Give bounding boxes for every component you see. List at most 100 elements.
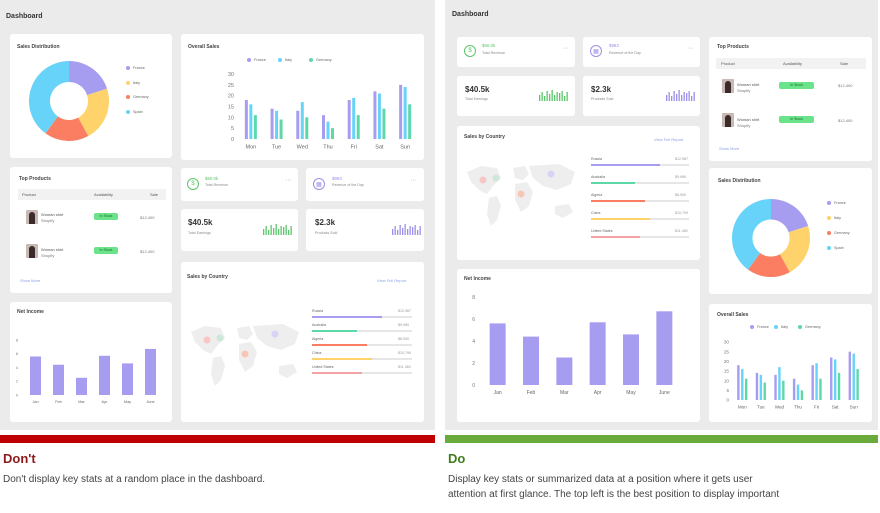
spark-bar [402, 228, 404, 235]
bar [737, 365, 740, 400]
more-icon[interactable]: ··· [285, 177, 292, 184]
country-bar-fill [312, 372, 362, 374]
stat-label: Products Sold [315, 231, 338, 235]
bar [356, 115, 360, 139]
stat-label: Products Sold [591, 97, 614, 101]
bar [819, 378, 822, 400]
col-availability: Availability [94, 192, 113, 197]
sale-value: $12,400 [838, 83, 853, 88]
legend-dot [827, 231, 831, 235]
sparkline-bars [666, 90, 695, 101]
do-dashboard-panel: Dashboard $ $60.0k Total Revenue ··· ▦ $… [445, 0, 878, 430]
product-name: Woman shirt [41, 247, 64, 252]
x-tick-label: Fri [351, 145, 357, 151]
x-tick-label: Jan [494, 390, 502, 396]
product-sub: Shopify [41, 218, 55, 223]
spark-bar [556, 92, 558, 101]
spark-bar [539, 95, 541, 101]
col-product: Product [22, 192, 36, 197]
dashboard-title: Dashboard [6, 13, 43, 20]
card-title: Sales Distribution [718, 178, 761, 184]
bar [833, 359, 837, 400]
spark-bar [280, 226, 282, 235]
bar [347, 100, 351, 139]
legend-item: Italy [126, 80, 140, 85]
country-value: $9,989 [675, 175, 686, 179]
country-value: $9,989 [398, 323, 409, 327]
legend-item: France [247, 58, 266, 62]
legend-dot [827, 201, 831, 205]
sales-donut-chart [28, 61, 109, 141]
do-bar [445, 435, 878, 443]
show-more-link[interactable]: Show More [719, 146, 740, 151]
legend-label: Germany [316, 58, 332, 62]
x-tick-label: Feb [527, 390, 536, 396]
sales-distribution-card: Sales Distribution France Italy Germany Spa… [10, 34, 172, 158]
bar [53, 364, 64, 395]
bar [837, 372, 841, 400]
show-more-link[interactable]: Show More [20, 278, 41, 283]
spark-bar [688, 91, 690, 101]
legend-dot [278, 58, 282, 62]
spark-bar [275, 224, 277, 235]
more-icon[interactable]: ··· [687, 45, 694, 52]
spark-bar [566, 92, 568, 101]
sale-value: $12,400 [140, 215, 155, 220]
revenue-day-card: ▦ $983 Revenue of the Day ··· [583, 37, 700, 67]
product-image [26, 210, 38, 224]
product-name: Woman shirt [737, 117, 760, 122]
country-bar-fill [591, 218, 650, 220]
bar [792, 378, 796, 400]
more-icon[interactable]: ··· [410, 177, 417, 184]
bar [759, 374, 763, 400]
spark-bar [564, 96, 566, 101]
y-tick-label: 0 [726, 398, 729, 403]
table-header: Product Availability Sale [716, 58, 866, 69]
bar [279, 119, 283, 139]
map-region [487, 196, 501, 226]
product-image [26, 244, 38, 258]
donut-slice [78, 88, 109, 137]
bar [589, 322, 606, 385]
calendar-icon: ▦ [590, 45, 602, 57]
country-name: Australia [312, 323, 326, 327]
dollar-icon: $ [464, 45, 476, 57]
x-tick-label: Feb [55, 400, 62, 404]
map-region [513, 166, 529, 180]
x-tick-label: Sat [375, 145, 384, 151]
view-full-report-link[interactable]: View Full Report [654, 137, 684, 142]
country-bar-track [591, 182, 689, 184]
spark-bar [394, 226, 396, 235]
x-tick-label: Thu [323, 145, 332, 151]
legend-item: Germany [309, 58, 332, 62]
view-full-report-link[interactable]: View Full Report [377, 278, 407, 283]
net-income-card: Net Income 8 6 4 2 0 Jan Feb Mar Apr May June [10, 302, 172, 422]
card-title: Sales by Country [464, 134, 505, 140]
y-tick-label: 0 [231, 137, 234, 143]
country-value: $8,900 [398, 337, 409, 341]
x-tick-label: June [659, 390, 670, 396]
product-image [722, 79, 734, 93]
bar [852, 353, 855, 400]
legend-label: France [133, 66, 145, 70]
map-marker [547, 170, 555, 178]
spark-bar [392, 229, 394, 235]
bar [523, 336, 539, 385]
country-bar-fill [312, 316, 382, 318]
y-tick-label: 5 [726, 388, 729, 393]
bar [815, 363, 818, 400]
legend-dot [798, 325, 802, 329]
country-value: $10,799 [675, 211, 688, 215]
country-bar-fill [312, 330, 357, 332]
card-title: Top Products [19, 176, 51, 182]
country-bar-track [591, 218, 689, 220]
bar [244, 100, 248, 139]
more-icon[interactable]: ··· [562, 45, 569, 52]
y-tick-label: 20 [228, 94, 234, 100]
y-tick-label: 0 [16, 393, 18, 397]
country-name: Russia [312, 309, 323, 313]
product-name: Woman shirt [41, 212, 64, 217]
legend-label: Spain [834, 246, 844, 250]
spark-bar [417, 230, 419, 235]
world-map [191, 324, 299, 386]
